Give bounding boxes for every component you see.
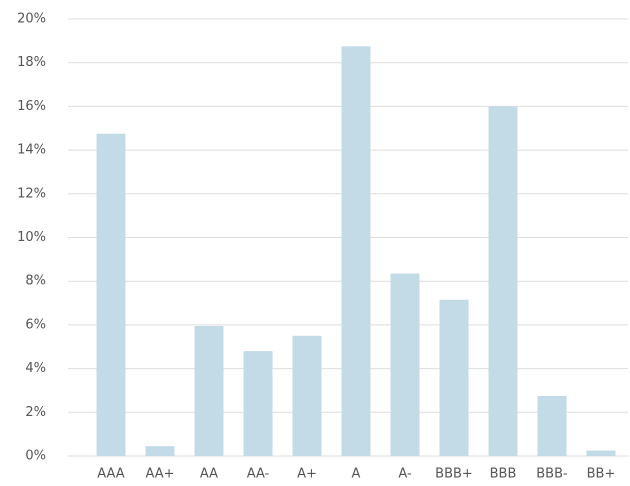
y-tick-label: 14% <box>17 143 46 158</box>
x-tick-label: BB+ <box>587 467 616 482</box>
y-tick-label: 10% <box>17 230 46 245</box>
bar <box>194 325 224 456</box>
bar <box>341 46 371 456</box>
y-tick-label: 4% <box>25 361 46 376</box>
x-tick-label: A+ <box>297 467 317 482</box>
y-tick-label: 6% <box>25 317 46 332</box>
y-tick-label: 12% <box>17 186 46 201</box>
x-tick-label: BBB <box>490 467 517 482</box>
y-tick-label: 8% <box>25 274 46 289</box>
y-tick-label: 0% <box>25 449 46 464</box>
y-tick-label: 20% <box>17 12 46 27</box>
x-tick-label: A- <box>398 467 412 482</box>
bar <box>96 133 126 456</box>
y-tick-label: 18% <box>17 55 46 70</box>
x-tick-label: AAA <box>97 467 125 482</box>
x-tick-label: AA+ <box>145 467 174 482</box>
x-tick-label: A <box>352 467 361 482</box>
bar <box>292 335 322 456</box>
x-tick-label: AA- <box>247 467 270 482</box>
bar <box>145 446 175 456</box>
bar <box>390 273 420 456</box>
x-tick-label: BBB- <box>536 467 568 482</box>
bar <box>488 106 518 457</box>
bar <box>586 450 616 456</box>
x-tick-label: BBB+ <box>435 467 473 482</box>
bar <box>243 351 273 456</box>
y-tick-label: 16% <box>17 99 46 114</box>
y-tick-label: 2% <box>25 405 46 420</box>
bar <box>439 299 469 456</box>
bar <box>537 395 567 456</box>
x-tick-label: AA <box>200 467 218 482</box>
